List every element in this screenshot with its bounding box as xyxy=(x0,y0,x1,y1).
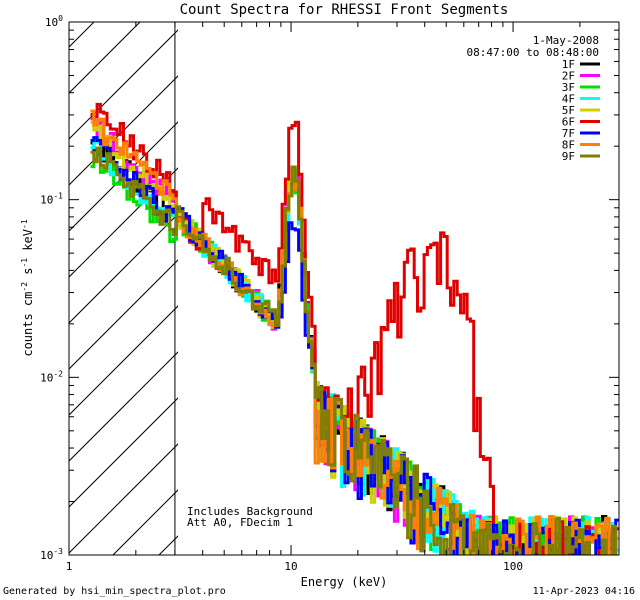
chart-title: Count Spectra for RHESSI Front Segments xyxy=(180,2,509,18)
hatch-line xyxy=(69,29,178,140)
series-line-9F xyxy=(90,146,618,555)
annotation-attenuator: Att A0, FDecim 1 xyxy=(187,516,293,529)
legend-label-6F: 6F xyxy=(562,116,575,129)
x-axis-ticks: 1 10 100 xyxy=(66,22,620,573)
hatch-line xyxy=(69,22,95,48)
y-tick-label: 10-2 xyxy=(40,369,63,384)
hatch-line xyxy=(69,75,178,186)
hatch-line xyxy=(69,213,178,324)
legend-label-5F: 5F xyxy=(562,104,575,117)
legend-label-2F: 2F xyxy=(562,70,575,83)
hatch-line xyxy=(69,443,178,554)
legend-label-3F: 3F xyxy=(562,81,575,94)
plot-frame xyxy=(68,21,620,556)
legend-label-7F: 7F xyxy=(562,127,575,140)
x-tick-label: 100 xyxy=(503,560,523,573)
y-tick-label: 10-3 xyxy=(40,547,63,562)
spectrum-series-group xyxy=(90,102,619,555)
legend-label-9F: 9F xyxy=(562,150,575,163)
y-tick-label: 10-1 xyxy=(40,192,63,207)
y-tick-label: 100 xyxy=(45,14,63,29)
hatch-line xyxy=(69,259,178,370)
x-axis-label: Energy (keV) xyxy=(301,575,388,589)
legend-label-8F: 8F xyxy=(562,139,575,152)
legend-label-1F: 1F xyxy=(562,58,575,71)
y-axis-label: counts cm-2 s-1 keV-1 xyxy=(20,219,35,356)
series-line-6F xyxy=(90,102,619,555)
date-label: 1-May-2008 xyxy=(533,34,599,47)
legend-label-4F: 4F xyxy=(562,93,575,106)
footer-generated-by: Generated by hsi_min_spectra_plot.pro xyxy=(3,586,226,597)
x-tick-label: 10 xyxy=(284,560,297,573)
hatch-line xyxy=(69,397,178,508)
annotation-background: Includes Background xyxy=(187,505,313,518)
hatched-excluded-region xyxy=(0,15,178,555)
time-range-label: 08:47:00 to 08:48:00 xyxy=(467,46,599,59)
series-line-4F xyxy=(90,137,619,555)
footer-timestamp: 11-Apr-2023 04:16 xyxy=(532,586,635,597)
hatch-line xyxy=(0,15,9,555)
x-tick-label: 1 xyxy=(66,560,73,573)
series-line-8F xyxy=(90,109,611,555)
y-axis-ticks: 100 10-1 10-2 10-3 xyxy=(40,14,619,562)
